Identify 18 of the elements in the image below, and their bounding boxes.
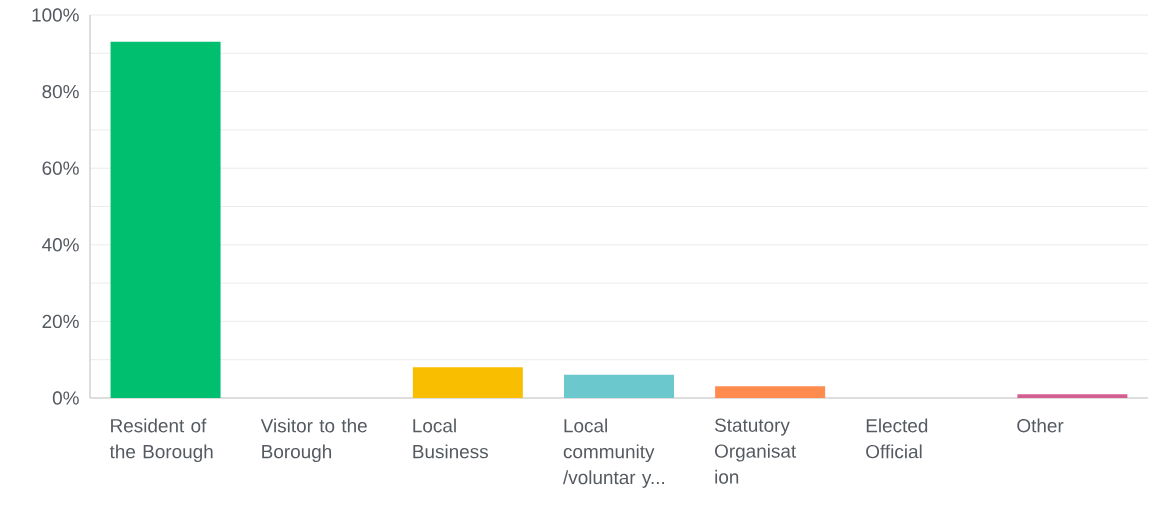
x-tick-label: Other <box>1017 418 1064 433</box>
bar <box>412 367 523 398</box>
x-tick-label: Statutory Organisat ion <box>714 418 797 484</box>
y-tick-label: 40% <box>42 238 79 252</box>
y-tick-label: 0% <box>52 391 79 405</box>
bar <box>563 374 674 398</box>
x-tick-label: Resident of the Borough <box>109 418 213 463</box>
bar <box>715 386 826 398</box>
x-tick-label: Visitor to the Borough <box>260 418 367 463</box>
bar <box>110 41 221 398</box>
bar <box>1017 394 1128 398</box>
y-tick-label: 80% <box>42 84 79 99</box>
y-tick-label: 100% <box>32 8 79 22</box>
y-tick-label: 20% <box>42 314 79 329</box>
x-tick-label: Local Business <box>413 418 488 459</box>
x-tick-label: Elected Official <box>866 418 928 459</box>
x-tick-label: Local community /voluntar y... <box>562 418 665 488</box>
y-tick-label: 60% <box>42 161 79 175</box>
